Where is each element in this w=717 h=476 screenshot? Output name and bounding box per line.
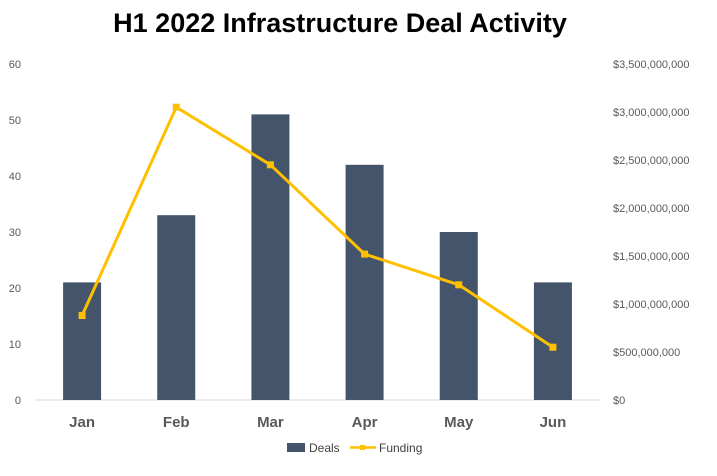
left-tick-label: 0 xyxy=(15,395,21,407)
left-tick-label: 30 xyxy=(9,227,21,239)
funding-polyline xyxy=(80,105,554,349)
right-tick-label: $1,000,000,000 xyxy=(613,299,689,311)
funding-point xyxy=(266,161,274,169)
left-tick-label: 60 xyxy=(9,59,21,71)
right-tick-label: $2,500,000,000 xyxy=(613,155,689,167)
deals-bar xyxy=(63,282,102,400)
right-tick-label: $3,500,000,000 xyxy=(613,59,689,71)
funding-point xyxy=(78,312,86,320)
funding-point xyxy=(361,250,369,258)
left-tick-label: 40 xyxy=(9,171,21,183)
category-label: Jan xyxy=(69,414,95,431)
category-label: Jun xyxy=(540,414,567,431)
category-labels: Jan Feb Mar Apr May Jun xyxy=(69,414,566,431)
funding-point xyxy=(549,343,557,351)
legend: Deals Funding xyxy=(287,441,422,455)
legend-deals-label: Deals xyxy=(309,441,340,455)
right-tick-label: $3,000,000,000 xyxy=(613,107,689,119)
funding-point xyxy=(172,103,180,111)
deals-bar xyxy=(157,215,196,400)
category-label: May xyxy=(444,414,474,431)
chart-title: H1 2022 Infrastructure Deal Activity xyxy=(113,8,567,38)
right-tick-label: $0 xyxy=(613,395,625,407)
legend-funding-marker xyxy=(360,445,365,450)
category-label: Mar xyxy=(257,414,284,431)
category-label: Apr xyxy=(352,414,378,431)
deals-bar xyxy=(533,282,572,400)
legend-funding-label: Funding xyxy=(379,441,422,455)
deals-bars xyxy=(63,114,572,401)
right-axis-ticks: $0 $500,000,000 $1,000,000,000 $1,500,000,0… xyxy=(613,59,689,407)
right-tick-label: $500,000,000 xyxy=(613,347,680,359)
right-tick-label: $1,500,000,000 xyxy=(613,251,689,263)
deals-bar xyxy=(439,232,478,400)
left-tick-label: 20 xyxy=(9,283,21,295)
deals-bar xyxy=(345,164,384,400)
left-tick-label: 10 xyxy=(9,339,21,351)
category-label: Feb xyxy=(163,414,190,431)
legend-deals-swatch xyxy=(287,443,305,452)
left-axis-ticks: 0 10 20 30 40 50 60 xyxy=(9,59,21,407)
funding-line xyxy=(78,103,557,351)
right-tick-label: $2,000,000,000 xyxy=(613,203,689,215)
funding-point xyxy=(455,281,463,289)
left-tick-label: 50 xyxy=(9,115,21,127)
